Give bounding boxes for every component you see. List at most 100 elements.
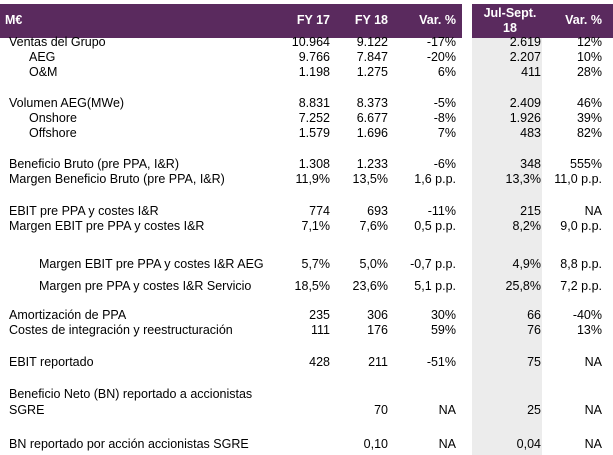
- cell-quarter-var: 39%: [576, 111, 602, 125]
- cell-quarter-var: 7,2 p.p.: [560, 279, 602, 293]
- cell-fy17: 18,5%: [294, 279, 330, 293]
- cell-quarter: 8,2%: [512, 219, 542, 233]
- row-label: Offshore: [29, 126, 77, 140]
- cell-fy18: 70: [374, 403, 388, 417]
- cell-quarter-var: -40%: [572, 308, 602, 322]
- cell-fy18: 6.677: [356, 111, 388, 125]
- cell-fy18: 23,6%: [352, 279, 388, 293]
- header-quarter-line2: 18: [503, 21, 517, 35]
- cell-quarter-var: 555%: [570, 157, 602, 171]
- cell-fy17: 11,9%: [295, 172, 330, 186]
- cell-var: -6%: [433, 157, 456, 171]
- cell-fy17: 1.308: [298, 157, 330, 171]
- cell-fy18: 211: [368, 355, 388, 369]
- cell-quarter-var: 9,0 p.p.: [560, 219, 602, 233]
- cell-var: 0,5 p.p.: [414, 219, 456, 233]
- cell-quarter: 2.619: [509, 35, 541, 49]
- cell-fy17: 7,1%: [301, 219, 331, 233]
- row-label: Margen pre PPA y costes I&R Servicio: [39, 279, 252, 293]
- cell-quarter: 13,3%: [505, 172, 541, 186]
- cell-var: -5%: [433, 96, 456, 110]
- cell-quarter-var: 8,8 p.p.: [560, 257, 602, 271]
- cell-var: 30%: [430, 308, 456, 322]
- cell-fy18: 0,10: [363, 437, 388, 451]
- row-label: Beneficio Bruto (pre PPA, I&R): [9, 157, 179, 171]
- row-label: EBIT reportado: [9, 355, 94, 369]
- cell-quarter: 66: [527, 308, 541, 322]
- cell-quarter: 76: [527, 323, 541, 337]
- cell-fy17: 1.579: [298, 126, 330, 140]
- quarter-column-background: [472, 38, 542, 455]
- cell-fy18: 13,5%: [352, 172, 388, 186]
- header-fy17: FY 17: [296, 13, 330, 27]
- cell-quarter-var: NA: [584, 204, 602, 218]
- row-label: Beneficio Neto (BN) reportado a accionis…: [9, 387, 253, 401]
- cell-fy18: 7.847: [356, 50, 388, 64]
- cell-quarter-var: NA: [584, 403, 602, 417]
- row-label: Costes de integración y reestructuración: [9, 323, 233, 337]
- cell-fy18: 693: [367, 204, 388, 218]
- cell-var: -11%: [427, 204, 456, 218]
- cell-var: 5,1 p.p.: [414, 279, 456, 293]
- cell-quarter-var: 46%: [576, 96, 602, 110]
- cell-quarter-var: NA: [584, 355, 602, 369]
- cell-fy18: 1.696: [356, 126, 388, 140]
- header-fy18: FY 18: [354, 13, 388, 27]
- cell-fy17: 235: [309, 308, 330, 322]
- cell-var: NA: [438, 403, 456, 417]
- cell-fy18: 7,6%: [359, 219, 389, 233]
- cell-var: 7%: [437, 126, 456, 140]
- cell-fy17: 8.831: [298, 96, 330, 110]
- cell-quarter-var: 10%: [576, 50, 602, 64]
- cell-quarter-var: 11,0 p.p.: [554, 172, 602, 186]
- cell-quarter-var: 28%: [576, 65, 602, 79]
- row-label-continued: SGRE: [9, 403, 45, 417]
- header-quarter-var: Var. %: [565, 13, 602, 27]
- cell-var: 6%: [437, 65, 456, 79]
- cell-fy18: 176: [367, 323, 388, 337]
- cell-quarter: 215: [520, 204, 541, 218]
- cell-fy17: 9.766: [298, 50, 330, 64]
- cell-quarter: 4,9%: [512, 257, 542, 271]
- cell-quarter-var: NA: [584, 437, 602, 451]
- cell-fy18: 1.233: [356, 157, 388, 171]
- cell-fy18: 9.122: [356, 35, 388, 49]
- header-label: M€: [5, 13, 23, 27]
- cell-fy18: 1.275: [356, 65, 388, 79]
- cell-quarter: 2.207: [509, 50, 541, 64]
- row-label: Margen EBIT pre PPA y costes I&R: [9, 219, 205, 233]
- cell-quarter-var: 12%: [576, 35, 602, 49]
- cell-fy17: 5,7%: [301, 257, 331, 271]
- cell-var: -51%: [426, 355, 456, 369]
- cell-fy17: 428: [309, 355, 330, 369]
- cell-fy17: 1.198: [298, 65, 330, 79]
- cell-var: -0,7 p.p.: [410, 257, 456, 271]
- header-right: Jul-Sept. 18 Var. %: [472, 4, 613, 38]
- row-label: O&M: [29, 65, 58, 79]
- row-label: Amortización de PPA: [9, 308, 127, 322]
- header-quarter-line1: Jul-Sept.: [483, 6, 537, 20]
- cell-quarter: 1.926: [509, 111, 541, 125]
- cell-quarter: 348: [520, 157, 541, 171]
- row-label: BN reportado por acción accionistas SGRE: [9, 437, 249, 451]
- cell-fy17: 7.252: [298, 111, 330, 125]
- cell-quarter-var: 82%: [576, 126, 602, 140]
- cell-fy18: 306: [367, 308, 388, 322]
- cell-var: 1,6 p.p.: [414, 172, 456, 186]
- cell-var: -17%: [426, 35, 456, 49]
- cell-quarter-var: 13%: [576, 323, 602, 337]
- cell-fy18: 5,0%: [359, 257, 389, 271]
- row-label: Volumen AEG(MWe): [9, 96, 125, 110]
- cell-quarter: 25: [527, 403, 541, 417]
- cell-fy17: 111: [310, 323, 330, 337]
- cell-var: -8%: [433, 111, 456, 125]
- cell-fy18: 8.373: [356, 96, 388, 110]
- row-label: Margen EBIT pre PPA y costes I&R AEG: [39, 257, 264, 271]
- header-left: M€ FY 17 FY 18 Var. %: [0, 4, 462, 38]
- cell-quarter: 483: [520, 126, 541, 140]
- row-label: EBIT pre PPA y costes I&R: [9, 204, 159, 218]
- row-label: Ventas del Grupo: [9, 35, 106, 49]
- cell-var: NA: [438, 437, 456, 451]
- row-label: Margen Beneficio Bruto (pre PPA, I&R): [9, 172, 225, 186]
